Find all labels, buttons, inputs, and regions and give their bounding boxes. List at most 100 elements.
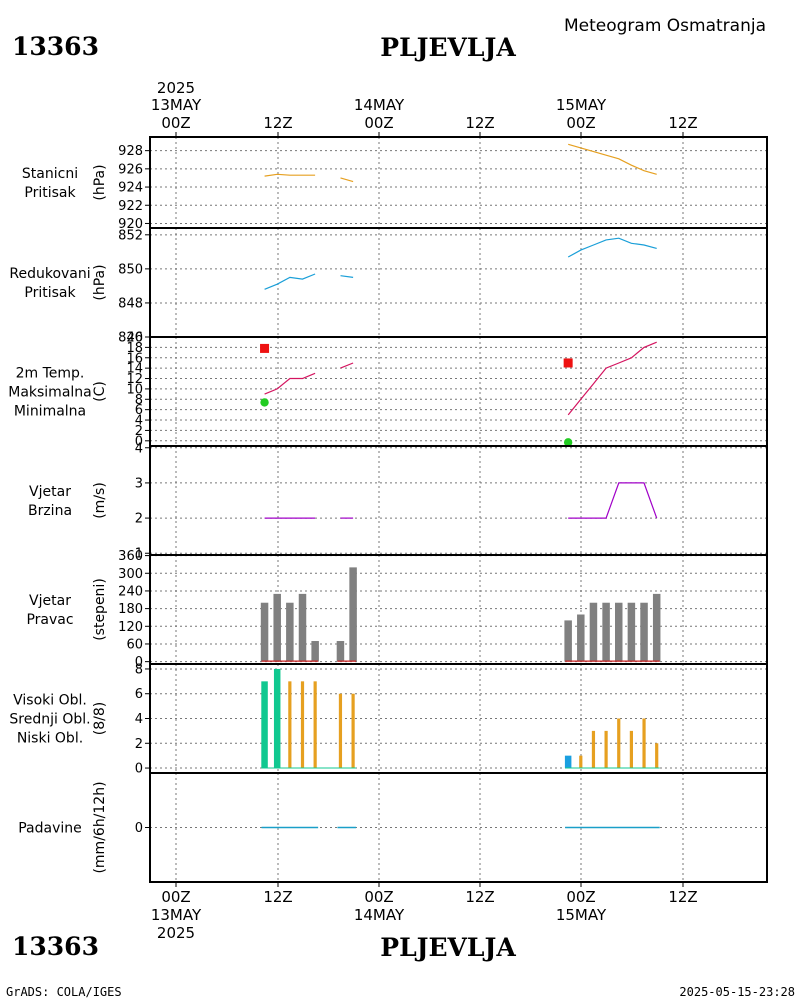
panel-title-line: Pravac [26,612,73,628]
y-tick-label: 4 [135,712,143,727]
y-tick-label: 4 [135,414,143,429]
y-axis-label: (stepeni) [92,578,108,641]
series-line [568,482,658,519]
y-axis-label: (C) [92,381,108,402]
day-bottom-2-date: 14MAY [354,906,405,924]
y-tick-label: 180 [118,602,143,617]
day-bottom-3-12z: 12Z [668,888,697,906]
cloud-bar [655,743,659,769]
y-tick-label: 8 [135,662,143,677]
direction-bar [615,602,623,662]
y-tick-label: 0 [135,655,143,670]
cloud-bar [642,718,646,769]
chart-panels: 920922924926928(hPa)StanicniPritisak8468… [8,132,768,887]
y-tick-label: 0 [135,821,143,836]
meteogram-subtitle: Meteogram Osmatranja [564,16,766,36]
y-tick-label: 360 [118,549,143,564]
series-line [264,173,316,177]
station-name-bottom: PLJEVLJA [380,933,516,962]
panel-title-line: Pritisak [24,285,76,301]
series-line [568,143,657,175]
panel-p7: 0 (mm/6h/12h) Padavine [18,772,768,883]
cloud-bar [564,755,572,769]
panel-p6: 0 2 4 6 8 (8/8) Visoki Obl. Srednji Obl. Niski O… [9,662,768,777]
tmax-marker [260,343,270,353]
y-axis-label: (mm/6h/12h) [92,781,108,873]
series-line [567,341,657,416]
panel-title-line: 2m Temp. [16,366,85,382]
direction-bar [652,593,661,662]
y-tick-label: 300 [118,567,143,582]
y-tick-label: 6 [135,403,143,418]
y-tick-label: 928 [118,144,143,159]
day-top-2-12z: 12Z [465,114,494,132]
y-tick-label: 848 [118,296,143,311]
y-tick-label: 0 [135,434,143,449]
y-tick-label: 852 [118,228,143,243]
y-axis-label: (hPa) [92,164,108,200]
day-bottom-1-00z: 00Z [161,888,190,906]
tmin-marker [260,398,269,407]
series-line [340,362,354,369]
day-top-3-date: 15MAY [556,96,607,114]
cloud-bar [288,681,292,769]
y-tick-label: 2 [135,737,143,752]
series-line [340,177,354,183]
year-top: 2025 [157,79,195,97]
y-tick-label: 16 [126,351,143,366]
day-top-1-00z: 00Z [161,114,190,132]
y-tick-label: 120 [118,620,143,635]
time-ticks [175,132,684,887]
day-bottom-2-12z: 12Z [465,888,494,906]
cloud-bar [313,681,317,769]
day-bottom-1-date: 13MAY [151,906,202,924]
series-line [340,275,354,278]
cloud-bar [579,755,583,769]
day-bottom-1-12z: 12Z [263,888,292,906]
cloud-bar [629,730,633,769]
y-axis-label: (hPa) [92,264,108,300]
day-top-3-00z: 00Z [566,114,595,132]
cloud-bar [591,730,596,769]
y-tick-label: 4 [135,441,143,456]
y-tick-label: 12 [126,372,143,387]
series-line [567,237,657,258]
station-id-bottom: 13363 [12,932,99,961]
y-tick-label: 6 [135,687,143,702]
y-tick-label: 10 [126,382,143,397]
panel-title-line: Vjetar [29,484,71,500]
direction-bar [311,641,319,662]
series-line [264,273,316,290]
direction-bar [577,614,585,662]
y-tick-label: 846 [118,331,143,346]
panel-title-line: Pritisak [24,185,76,201]
panel-title-line: Stanicni [22,166,78,182]
panel-title-line: Visoki Obl. [13,693,87,709]
day-top-3-12z: 12Z [668,114,697,132]
tmax-marker [563,358,573,368]
y-axis-label: (m/s) [92,482,108,519]
panel-title-line: Padavine [18,821,82,837]
y-tick-label: 920 [118,217,143,232]
cloud-bar [338,693,343,769]
day-top-2-00z: 00Z [364,114,393,132]
direction-bar [273,593,281,662]
day-top-1-12z: 12Z [263,114,292,132]
direction-bar [298,593,307,662]
panel-title-line: Minimalna [14,404,86,420]
cloud-bar [300,681,305,769]
year-bottom: 2025 [157,924,195,942]
y-tick-label: 922 [118,199,143,214]
y-tick-label: 60 [126,637,143,652]
y-tick-label: 0 [135,762,143,777]
panel-frame [149,772,768,883]
day-bottom-3-00z: 00Z [566,888,595,906]
station-id-top: 13363 [12,32,99,61]
day-top-1-date: 13MAY [151,96,202,114]
y-tick-label: 1 [135,547,143,562]
direction-bar [336,641,345,662]
y-axis-label: (8/8) [92,702,108,735]
day-bottom-3-date: 15MAY [556,906,607,924]
panel-title-line: Maksimalna [8,385,92,401]
